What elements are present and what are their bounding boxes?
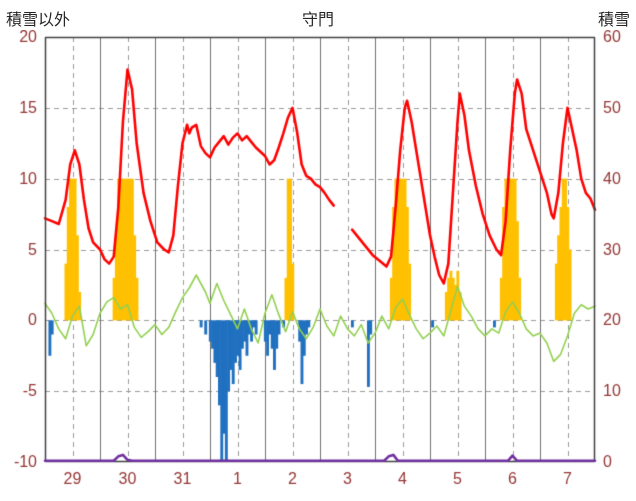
chart-title: 守門 bbox=[301, 12, 334, 29]
right-axis-title: 積雪 bbox=[597, 12, 630, 29]
chart-canvas bbox=[0, 30, 636, 501]
chart-header: 積雪以外 守門 積雪 bbox=[0, 2, 636, 30]
left-axis-title: 積雪以外 bbox=[6, 12, 71, 29]
